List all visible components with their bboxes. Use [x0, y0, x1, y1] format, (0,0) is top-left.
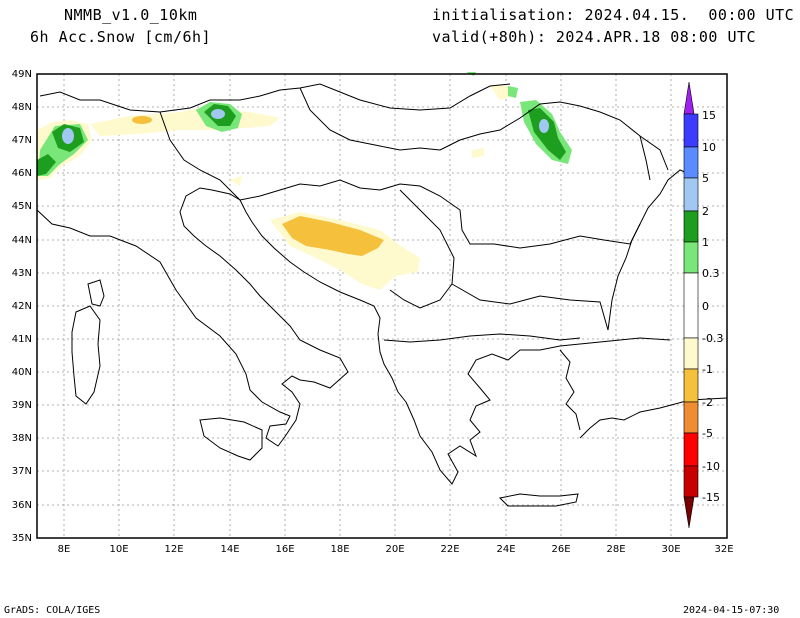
lon-label: 10E [109, 544, 128, 555]
colorbar-swatch [683, 368, 699, 403]
colorbar-swatch [683, 210, 699, 243]
lon-label: 18E [330, 544, 349, 555]
lon-axis: 8E 10E 12E 14E 16E 18E 20E 22E 24E 26E 2… [58, 544, 734, 555]
lon-label: 12E [164, 544, 183, 555]
turkey-coast [579, 397, 728, 439]
lat-label: 43N [12, 268, 32, 279]
lat-label: 40N [12, 367, 32, 378]
colorbar-label: 5 [702, 172, 709, 185]
lon-label: 26E [551, 544, 570, 555]
lat-label: 39N [12, 400, 32, 411]
colorbar-label: 10 [702, 141, 716, 154]
colorbar-swatch [683, 337, 699, 370]
snow-area-alps-west-5cm [62, 128, 74, 144]
border-misc [159, 87, 651, 201]
lat-label: 36N [12, 500, 32, 511]
colorbar-swatch [683, 177, 699, 212]
border-central [239, 179, 641, 249]
adriatic-east-coast [239, 199, 407, 403]
colorbar-swatch [683, 241, 699, 274]
border-north [39, 83, 511, 113]
lat-label: 41N [12, 334, 32, 345]
grid-lines [37, 74, 727, 538]
colorbar-swatch [683, 272, 699, 339]
snow-area-carpathians-2cm [528, 108, 566, 160]
snow-area-carpathians-5cm [539, 119, 549, 133]
lat-label: 45N [12, 201, 32, 212]
colorbar-label: 1 [702, 236, 709, 249]
snow-area-bosnia-1cm [282, 216, 384, 256]
colorbar-label: 2 [702, 205, 709, 218]
render-timestamp: 2024-04-15-07:30 [683, 605, 780, 616]
lon-label: 28E [606, 544, 625, 555]
colorbar-label: -10 [702, 460, 720, 473]
lon-label: 24E [496, 544, 515, 555]
lat-label: 42N [12, 301, 32, 312]
lon-label: 32E [714, 544, 733, 555]
greece-coast [405, 337, 671, 485]
colorbar-label: 0 [702, 300, 709, 313]
variable-name: 6h Acc.Snow [cm/6h] [30, 28, 212, 46]
snow-area-austria-5cm [211, 109, 225, 119]
lon-label: 16E [275, 544, 294, 555]
colorbar-label: -2 [702, 396, 713, 409]
lat-label: 38N [12, 433, 32, 444]
colorbar [683, 81, 699, 529]
coastlines-borders [36, 83, 728, 507]
software-credit: GrADS: COLA/IGES [4, 605, 101, 616]
model-name: NMMB_v1.0_10km [64, 6, 198, 24]
colorbar-label: 15 [702, 109, 716, 122]
border-bulgaria [451, 283, 609, 331]
italy-coast [36, 187, 349, 447]
lat-label: 47N [12, 135, 32, 146]
lon-label: 30E [661, 544, 680, 555]
lon-label: 14E [220, 544, 239, 555]
lat-label: 49N [12, 69, 32, 80]
sicily [199, 417, 263, 461]
colorbar-swatch [683, 146, 699, 179]
lat-label: 37N [12, 466, 32, 477]
colorbar-swatch [683, 401, 699, 434]
colorbar-swatch [683, 432, 699, 467]
colorbar-cap-bottom [683, 496, 695, 529]
init-time: initialisation: 2024.04.15. 00:00 UTC [432, 6, 795, 24]
snow-area-1cm-north [132, 116, 152, 124]
lat-axis: 49N 48N 47N 46N 45N 44N 43N 42N 41N 40N … [12, 69, 32, 544]
crete [498, 493, 579, 507]
sardinia [71, 305, 101, 405]
colorbar-swatch [683, 465, 699, 498]
lat-label: 48N [12, 102, 32, 113]
colorbar-labels: 15 10 5 2 1 0.3 0 -0.3 -1 -2 -5 -10 -15 [702, 109, 723, 504]
colorbar-label: -0.3 [702, 332, 723, 345]
colorbar-label: 0.3 [702, 267, 720, 280]
map-frame [36, 73, 728, 539]
colorbar-label: -15 [702, 491, 720, 504]
valid-time: valid(+80h): 2024.APR.18 08:00 UTC [432, 28, 757, 46]
corsica [87, 279, 105, 307]
colorbar-label: -5 [702, 427, 713, 440]
colorbar-label: -1 [702, 363, 713, 376]
lat-label: 44N [12, 235, 32, 246]
lon-label: 20E [385, 544, 404, 555]
colorbar-swatch [683, 113, 699, 148]
snow-fields [37, 72, 572, 290]
lat-label: 46N [12, 168, 32, 179]
border-greece-north [383, 333, 581, 343]
turkey-aegean [559, 349, 581, 431]
lon-label: 8E [58, 544, 71, 555]
lon-label: 22E [440, 544, 459, 555]
lat-label: 35N [12, 533, 32, 544]
